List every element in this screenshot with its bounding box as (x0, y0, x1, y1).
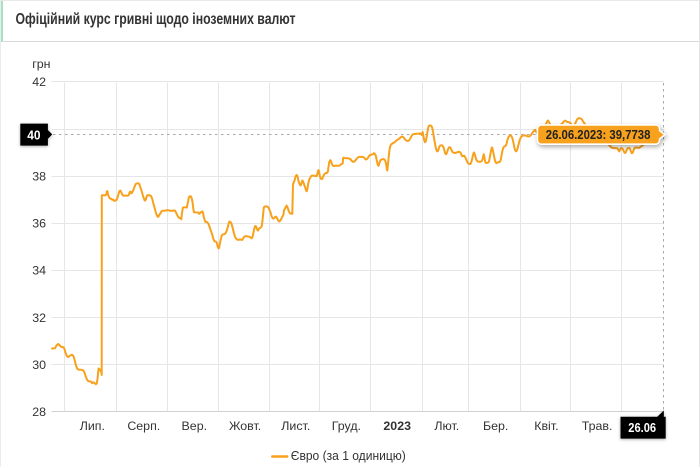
svg-text:Лист.: Лист. (281, 419, 310, 433)
svg-text:Груд.: Груд. (332, 419, 361, 433)
svg-text:2023: 2023 (383, 419, 411, 433)
svg-text:Бер.: Бер. (483, 419, 508, 433)
svg-text:38: 38 (32, 169, 46, 183)
svg-text:42: 42 (32, 75, 46, 89)
svg-text:Трав.: Трав. (582, 419, 613, 433)
svg-text:26.06.2023: 39,7738: 26.06.2023: 39,7738 (546, 127, 651, 142)
svg-text:Квіт.: Квіт. (534, 419, 558, 433)
svg-text:36: 36 (32, 217, 46, 231)
svg-text:26.06: 26.06 (628, 420, 656, 435)
svg-text:Лип.: Лип. (80, 419, 105, 433)
svg-text:Жовт.: Жовт. (229, 419, 261, 433)
svg-text:Вер.: Вер. (182, 419, 208, 433)
svg-text:Євро (за 1 одиницю): Євро (за 1 одиницю) (291, 449, 406, 463)
svg-text:Офіційний курс гривні щодо іно: Офіційний курс гривні щодо іноземних вал… (16, 11, 296, 28)
svg-text:Серп.: Серп. (127, 419, 160, 433)
svg-text:Лют.: Лют. (434, 419, 459, 433)
svg-text:40: 40 (27, 127, 40, 142)
svg-text:30: 30 (32, 358, 46, 372)
svg-text:32: 32 (32, 311, 46, 325)
svg-text:грн: грн (32, 57, 50, 71)
svg-text:28: 28 (32, 405, 46, 419)
svg-text:34: 34 (32, 264, 46, 278)
